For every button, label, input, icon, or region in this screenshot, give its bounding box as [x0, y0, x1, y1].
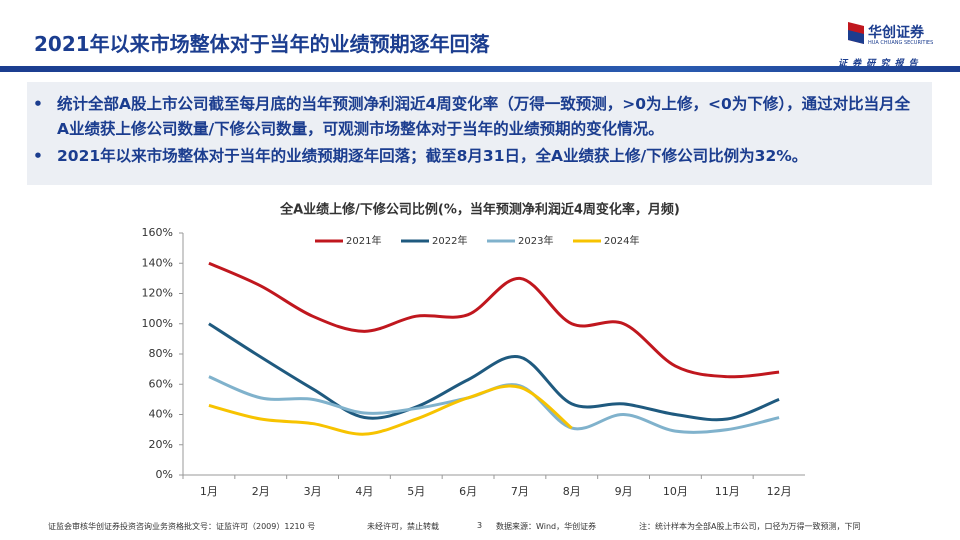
x-tick-label: 4月 — [355, 485, 373, 498]
logo-name: 华创证券 — [868, 25, 924, 41]
y-tick-label: 40% — [149, 408, 173, 421]
summary-box: 统计全部A股上市公司截至每月底的当年预测净利润近4周变化率（万得一致预测，>0为… — [27, 82, 932, 185]
page-number: 3 — [477, 521, 483, 530]
y-tick-label: 120% — [142, 287, 173, 300]
line — [208, 384, 573, 436]
y-tick-label: 20% — [149, 438, 173, 451]
chart-title: 全A业绩上修/下修公司比例(%，当年预测净利润近4周变化率，月频) — [279, 202, 680, 218]
footer-license: 证监会审核华创证券投资咨询业务资格批文号：证监许可（2009）1210 号 — [48, 522, 316, 531]
x-tick-label: 9月 — [615, 485, 633, 498]
legend-label: 2021年 — [346, 234, 381, 247]
line — [208, 375, 780, 434]
slide-title: 2021年以来市场整体对于当年的业绩预期逐年回落 — [34, 32, 490, 56]
x-tick-label: 6月 — [459, 485, 477, 498]
logo-mark — [848, 22, 864, 44]
footer-note: 注：统计样本为全部A股上市公司，口径为万得一致预测，下同 — [639, 522, 861, 531]
x-tick-label: 12月 — [767, 485, 792, 498]
legend-label: 2024年 — [604, 234, 639, 247]
x-tick-label: 3月 — [304, 485, 322, 498]
y-tick-label: 140% — [142, 256, 173, 269]
y-tick-label: 100% — [142, 317, 173, 330]
x-tick-label: 1月 — [200, 485, 218, 498]
y-tick-label: 160% — [142, 226, 173, 239]
y-tick-label: 60% — [149, 377, 173, 390]
x-tick-label: 11月 — [715, 485, 740, 498]
bullet: 统计全部A股上市公司截至每月底的当年预测净利润近4周变化率（万得一致预测，>0为… — [33, 92, 912, 142]
legend-label: 2022年 — [432, 234, 467, 247]
y-tick-label: 0% — [156, 468, 173, 481]
x-tick-label: 5月 — [407, 485, 425, 498]
x-tick-label: 7月 — [511, 485, 529, 498]
x-tick-label: 8月 — [563, 485, 581, 498]
footer-notice: 未经许可，禁止转载 — [367, 522, 439, 531]
bullet: 2021年以来市场整体对于当年的业绩预期逐年回落；截至8月31日，全A业绩获上修… — [33, 144, 912, 169]
chart: 全A业绩上修/下修公司比例(%，当年预测净利润近4周变化率，月频) 0% 20% 4… — [142, 202, 805, 498]
y-tick-label: 80% — [149, 347, 173, 360]
header-bar — [0, 66, 960, 72]
line — [208, 261, 780, 379]
legend-label: 2023年 — [518, 234, 553, 247]
x-tick-label: 2月 — [252, 485, 270, 498]
logo-tag: 证 券 研 究 报 告 — [838, 59, 919, 69]
x-tick-label: 10月 — [663, 485, 688, 498]
footer-source: 数据来源：Wind，华创证券 — [496, 522, 597, 531]
line — [208, 322, 780, 422]
logo-en: HUA CHUANG SECURITIES — [868, 40, 934, 46]
